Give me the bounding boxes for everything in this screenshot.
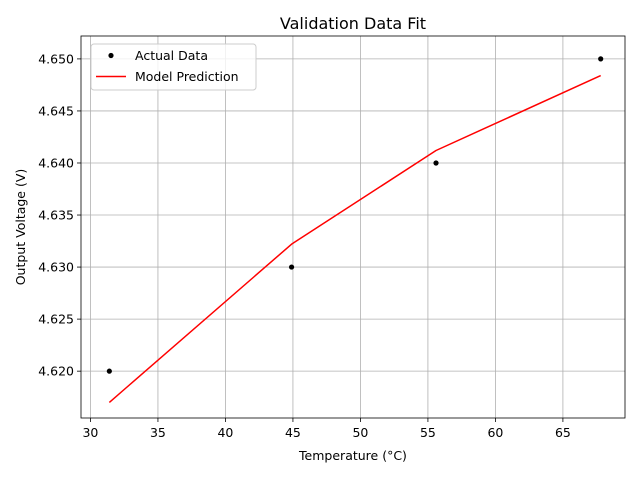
- x-tick-label: 30: [82, 425, 98, 440]
- y-axis-label: Output Voltage (V): [13, 169, 28, 286]
- x-tick-label: 35: [150, 425, 166, 440]
- legend-label-actual-data: Actual Data: [135, 48, 208, 63]
- plot-frame: [80, 35, 626, 419]
- x-tick-label: 55: [420, 425, 436, 440]
- x-tick-label: 45: [285, 425, 301, 440]
- legend-box: [90, 43, 257, 91]
- y-tick-label: 4.625: [38, 312, 74, 327]
- y-tick-label: 4.650: [38, 51, 74, 66]
- x-axis-label: Temperature (°C): [298, 448, 407, 463]
- y-tick-label: 4.630: [38, 260, 74, 275]
- x-tick-label: 60: [487, 425, 503, 440]
- y-tick-label: 4.645: [38, 103, 74, 118]
- y-tick-label: 4.635: [38, 208, 74, 223]
- y-tick-label: 4.640: [38, 155, 74, 170]
- series-layer: [106, 56, 604, 403]
- data-point-actual-data: [433, 160, 439, 166]
- legend: Actual Data Model Prediction: [90, 43, 257, 91]
- data-point-actual-data: [106, 368, 112, 374]
- legend-label-model-prediction: Model Prediction: [135, 69, 239, 84]
- ticks-layer: 30 35 40 45 50 55 60 65 4.620 4.625 4.630 4.635 4.64…: [38, 51, 571, 440]
- data-point-actual-data: [598, 56, 604, 62]
- grid-layer: [81, 36, 625, 418]
- data-point-actual-data: [288, 264, 295, 270]
- chart-title: Validation Data Fit: [280, 14, 426, 33]
- series-line-model-prediction: [108, 74, 602, 403]
- legend-marker-actual-data: [108, 52, 114, 59]
- x-tick-label: 50: [352, 425, 368, 440]
- x-tick-label: 40: [217, 425, 233, 440]
- y-tick-label: 4.620: [38, 364, 74, 379]
- x-tick-label: 65: [555, 425, 571, 440]
